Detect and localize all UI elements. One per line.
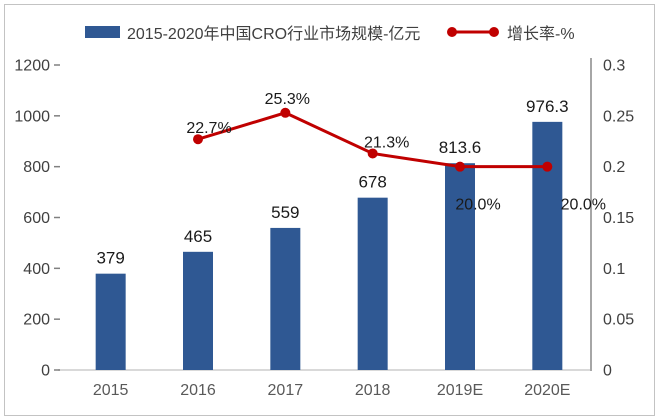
x-axis-label: 2015 bbox=[93, 382, 129, 399]
growth-point-2016 bbox=[193, 134, 203, 145]
growth-value-label: 21.3% bbox=[364, 134, 409, 151]
legend: 2015-2020年中国CRO行业市场规模-亿元 增长率-% bbox=[0, 0, 659, 46]
bar-value-label: 813.6 bbox=[439, 138, 482, 157]
bar-2018 bbox=[357, 197, 388, 370]
bar-2017 bbox=[270, 227, 301, 370]
bar-value-label: 976.3 bbox=[526, 97, 569, 116]
x-axis-label: 2020E bbox=[524, 382, 570, 399]
bar-value-label: 559 bbox=[271, 203, 299, 222]
left-axis-label: 1000 bbox=[14, 108, 50, 125]
line-series-swatch bbox=[447, 27, 499, 37]
right-axis-label: 0.1 bbox=[603, 261, 625, 278]
right-axis-label: 0.2 bbox=[603, 159, 625, 176]
growth-value-label: 25.3% bbox=[265, 91, 310, 108]
right-axis-label: 0 bbox=[603, 363, 612, 380]
legend-item-growth-rate[interactable]: 增长率-% bbox=[446, 20, 575, 44]
left-axis-label: 600 bbox=[23, 210, 50, 227]
growth-point-2017 bbox=[280, 107, 291, 118]
left-axis-label: 400 bbox=[23, 261, 50, 278]
x-axis-label: 2018 bbox=[355, 382, 391, 399]
bar-2019E bbox=[445, 163, 475, 370]
left-axis-label: 200 bbox=[23, 312, 50, 329]
bar-series-swatch bbox=[85, 26, 120, 38]
growth-point-2020E bbox=[542, 161, 553, 172]
left-axis-label: 800 bbox=[23, 159, 50, 176]
right-axis-label: 0.15 bbox=[603, 210, 634, 227]
growth-point-2018 bbox=[367, 148, 378, 159]
growth-value-label: 20.0% bbox=[561, 197, 606, 214]
left-axis-label: 1200 bbox=[14, 58, 50, 75]
x-axis-label: 2016 bbox=[180, 382, 216, 399]
right-axis-label: 0.25 bbox=[603, 108, 634, 125]
right-axis-label: 0.05 bbox=[603, 312, 634, 329]
bar-2015 bbox=[95, 273, 126, 370]
growth-point-2019E bbox=[455, 161, 465, 172]
x-axis-label: 2019E bbox=[437, 382, 483, 399]
bar-series-label: 2015-2020年中国CRO行业市场规模-亿元 bbox=[127, 26, 421, 43]
left-axis-label: 0 bbox=[41, 363, 50, 380]
growth-value-label: 22.7% bbox=[186, 120, 231, 137]
bar-value-label: 678 bbox=[358, 173, 386, 192]
x-axis-label: 2017 bbox=[268, 382, 304, 399]
bar-2016 bbox=[183, 251, 213, 370]
bar-2020E bbox=[532, 121, 563, 370]
legend-item-market-size[interactable]: 2015-2020年中国CRO行业市场规模-亿元 bbox=[85, 20, 420, 44]
line-series-label: 增长率-% bbox=[507, 26, 575, 43]
bar-value-label: 465 bbox=[184, 227, 212, 246]
growth-value-label: 20.0% bbox=[455, 197, 500, 214]
bar-value-label: 379 bbox=[96, 249, 124, 268]
right-axis-label: 0.3 bbox=[603, 58, 625, 75]
